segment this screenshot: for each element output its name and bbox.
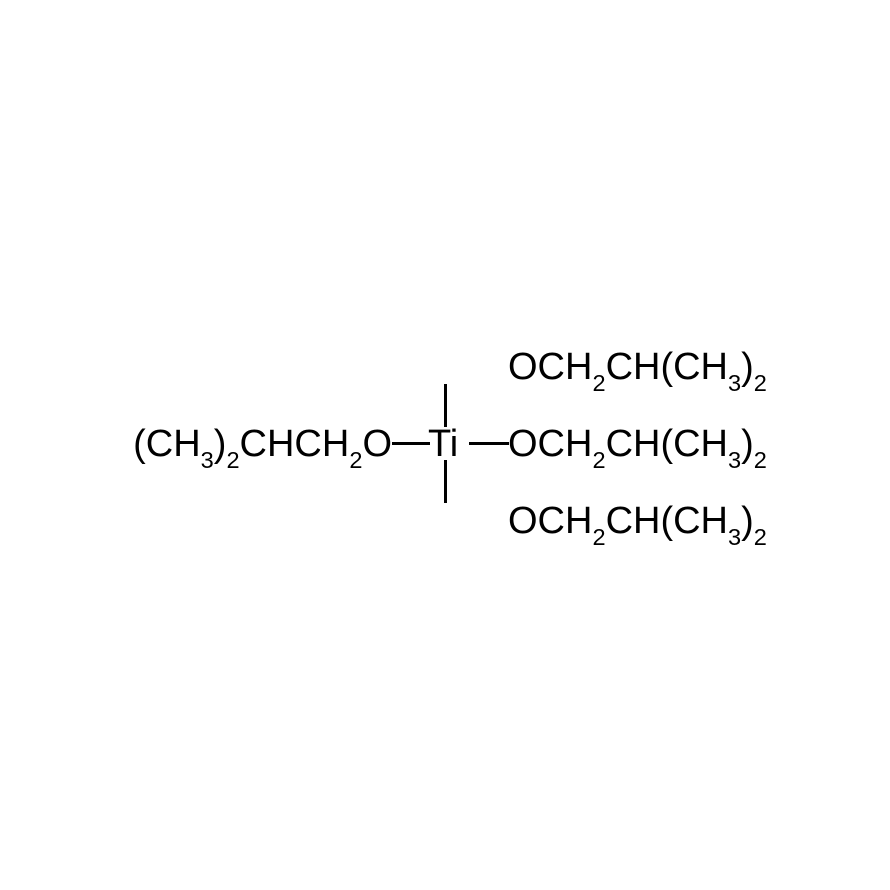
chemical-structure-canvas: Ti OCH2CH(CH3)2 OCH2CH(CH3)2 OCH2CH(CH3)…: [0, 0, 890, 890]
ligand-left: (CH3)2CHCH2O: [133, 425, 392, 469]
bond-left: [392, 442, 430, 445]
bond-top: [444, 384, 447, 427]
ligand-top: OCH2CH(CH3)2: [508, 348, 767, 392]
bond-right: [469, 442, 509, 445]
center-atom-ti: Ti: [428, 425, 458, 463]
ligand-bottom: OCH2CH(CH3)2: [508, 502, 767, 546]
bond-bottom: [444, 460, 447, 503]
ligand-right: OCH2CH(CH3)2: [508, 425, 767, 469]
